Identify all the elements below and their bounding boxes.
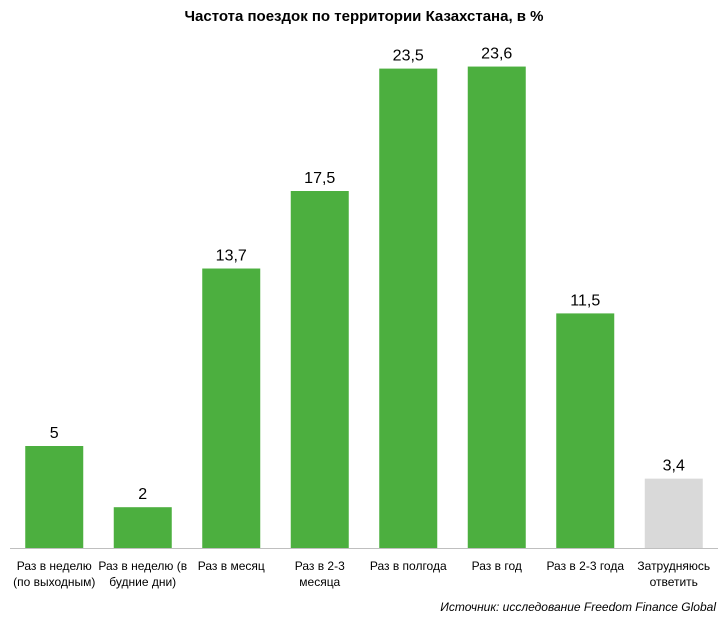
data-label-1: 5 — [50, 425, 59, 442]
data-label-5: 23,5 — [393, 48, 424, 65]
bar-3 — [202, 268, 261, 548]
bar-7 — [556, 313, 615, 548]
data-label-6: 23,6 — [481, 46, 512, 63]
data-label-7: 11,5 — [570, 292, 600, 309]
category-label-3: Раз в месяц — [198, 559, 265, 573]
bar-6 — [467, 66, 526, 548]
source-note: Источник: исследование Freedom Finance G… — [440, 600, 716, 614]
bar-1 — [25, 446, 84, 548]
data-label-3: 13,7 — [216, 248, 247, 265]
data-label-8: 3,4 — [663, 458, 685, 475]
category-label-2: Раз в неделю (в будние дни) — [98, 559, 187, 589]
bars-layer — [25, 66, 703, 548]
data-label-2: 2 — [138, 486, 147, 503]
category-label-8: Затрудняюсь ответить — [637, 559, 710, 589]
labels-layer: 5 Раз в неделю (по выходным) 2 Раз в неделю … — [13, 46, 710, 589]
bar-8 — [644, 478, 703, 548]
category-label-7: Раз в 2-3 года — [546, 559, 624, 573]
bar-2 — [113, 507, 172, 548]
category-label-5: Раз в полгода — [370, 559, 447, 573]
bar-5 — [379, 68, 438, 548]
category-label-4: Раз в 2-3 месяца — [295, 559, 345, 589]
category-label-1: Раз в неделю (по выходным) — [13, 559, 95, 589]
data-label-4: 17,5 — [304, 170, 335, 187]
chart-title: Частота поездок по территории Казахстана… — [184, 8, 544, 25]
bar-4 — [290, 191, 349, 548]
category-label-6: Раз в год — [472, 559, 522, 573]
